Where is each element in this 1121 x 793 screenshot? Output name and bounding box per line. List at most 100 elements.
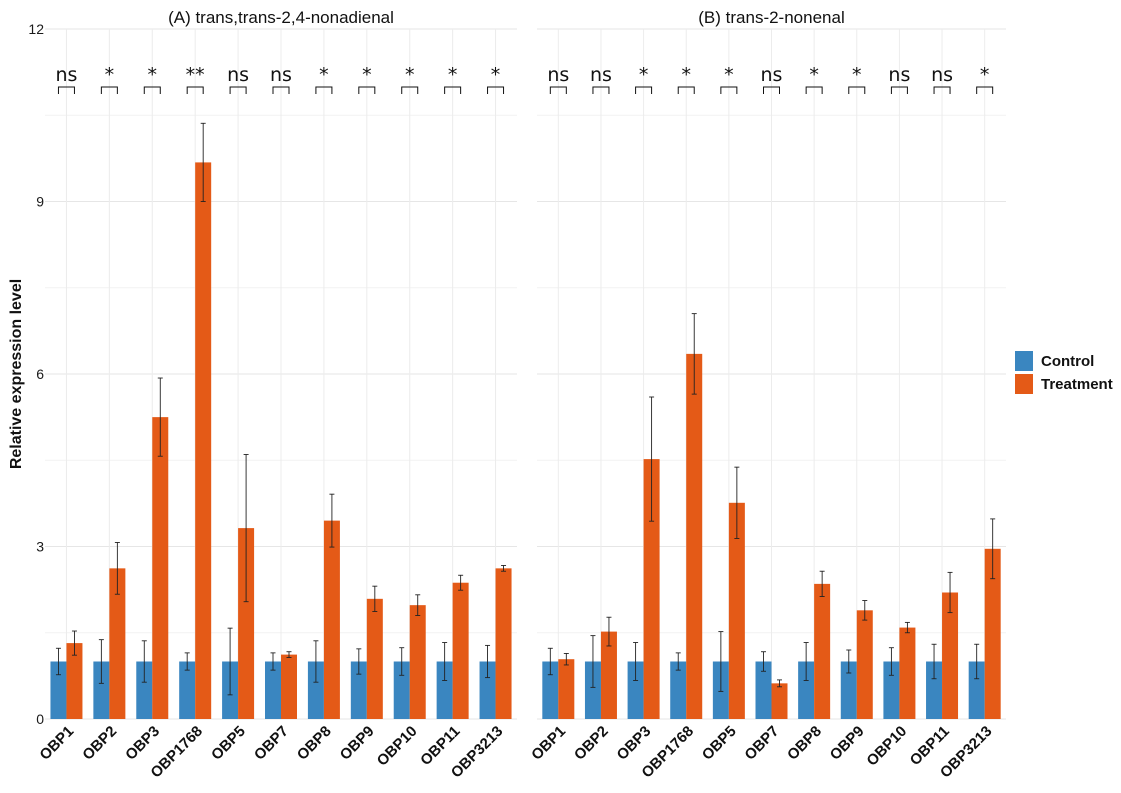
control-bar [393,661,410,719]
significance-label: ns [270,64,292,86]
control-bar [627,661,644,719]
significance-label: ns [761,64,783,86]
treatment-bar [409,605,426,719]
control-bar [93,661,110,719]
control-bar [584,661,601,719]
treatment-bar [366,598,383,719]
treatment-bar [942,592,959,719]
treatment-bar [195,162,212,719]
significance-label: * [639,64,649,86]
x-tick-label: OBP9 [337,723,378,764]
control-bar [479,661,496,719]
y-tick-label: 0 [36,711,44,727]
panel-title: (A) trans,trans-2,4-nonadienal [168,8,394,27]
control-bar [798,661,815,719]
legend-swatch-control [1015,351,1033,371]
control-bar [968,661,985,719]
significance-bracket [444,86,462,94]
significance-bracket [186,86,204,94]
significance-bracket [635,86,653,94]
treatment-bar [558,659,575,719]
significance-bracket [229,86,247,94]
panel-title: (B) trans-2-nonenal [698,8,844,27]
y-tick-label: 12 [28,21,44,37]
significance-bracket [315,86,333,94]
significance-bracket [933,86,951,94]
x-tick-label: OBP3 [122,723,163,764]
significance-label: * [405,64,415,86]
significance-label: * [491,64,501,86]
x-tick-label: OBP2 [79,723,120,764]
treatment-bar [643,459,660,719]
x-tick-label: OBP8 [784,723,825,764]
control-bar [265,661,281,719]
control-bar [755,661,772,719]
treatment-bar [452,582,469,719]
control-bar [436,661,453,719]
significance-label: * [980,64,990,86]
significance-label: * [448,64,458,86]
x-tick-label: OBP7 [741,723,782,764]
control-bar [542,661,559,719]
significance-label: ns [547,64,569,86]
significance-bracket [976,86,994,94]
legend-label: Control [1041,353,1094,370]
significance-bracket [549,86,567,94]
significance-label: * [681,64,691,86]
x-tick-label: OBP7 [251,723,292,764]
treatment-bar [66,643,83,719]
significance-bracket [592,86,610,94]
control-bar [350,661,367,719]
significance-bracket [848,86,866,94]
treatment-bar [771,683,788,719]
significance-label: ns [931,64,953,86]
significance-bracket [487,86,505,94]
significance-bracket [100,86,118,94]
x-tick-label: OBP9 [827,723,868,764]
control-bar [926,661,943,719]
treatment-bar [600,631,617,719]
x-tick-label: OBP2 [571,723,612,764]
legend-swatch-treatment [1015,374,1033,394]
significance-bracket [272,86,290,94]
significance-label: * [724,64,734,86]
y-tick-label: 9 [36,194,44,210]
y-tick-label: 6 [36,366,44,382]
x-tick-label: OBP1 [528,723,569,764]
treatment-bar [899,627,916,719]
significance-bracket [805,86,823,94]
control-bar [179,661,196,719]
control-bar [883,661,900,719]
control-bar [307,661,324,719]
significance-label: ** [186,64,205,86]
control-bar [50,661,67,719]
significance-bracket [677,86,695,94]
treatment-bar [728,502,745,719]
treatment-bar [281,654,297,719]
significance-bracket [720,86,738,94]
significance-bracket [57,86,75,94]
significance-bracket [763,86,780,94]
significance-label: * [809,64,819,86]
significance-label: * [362,64,372,86]
treatment-bar [686,353,703,719]
control-bar [840,661,857,719]
treatment-bar [152,417,169,719]
x-tick-label: OBP3 [614,723,655,764]
significance-label: * [148,64,158,86]
significance-bracket [358,86,376,94]
x-tick-label: OBP10 [863,723,910,770]
x-tick-label: OBP10 [374,723,421,770]
significance-bracket [401,86,419,94]
significance-label: ns [590,64,612,86]
treatment-bar [984,548,1001,719]
x-tick-label: OBP5 [208,723,249,764]
significance-bracket [143,86,161,94]
treatment-bar [238,528,255,719]
treatment-bar [109,568,126,719]
y-axis-label: Relative expression level [8,279,25,469]
significance-label: ns [888,64,910,86]
significance-label: * [319,64,329,86]
significance-label: ns [55,64,77,86]
